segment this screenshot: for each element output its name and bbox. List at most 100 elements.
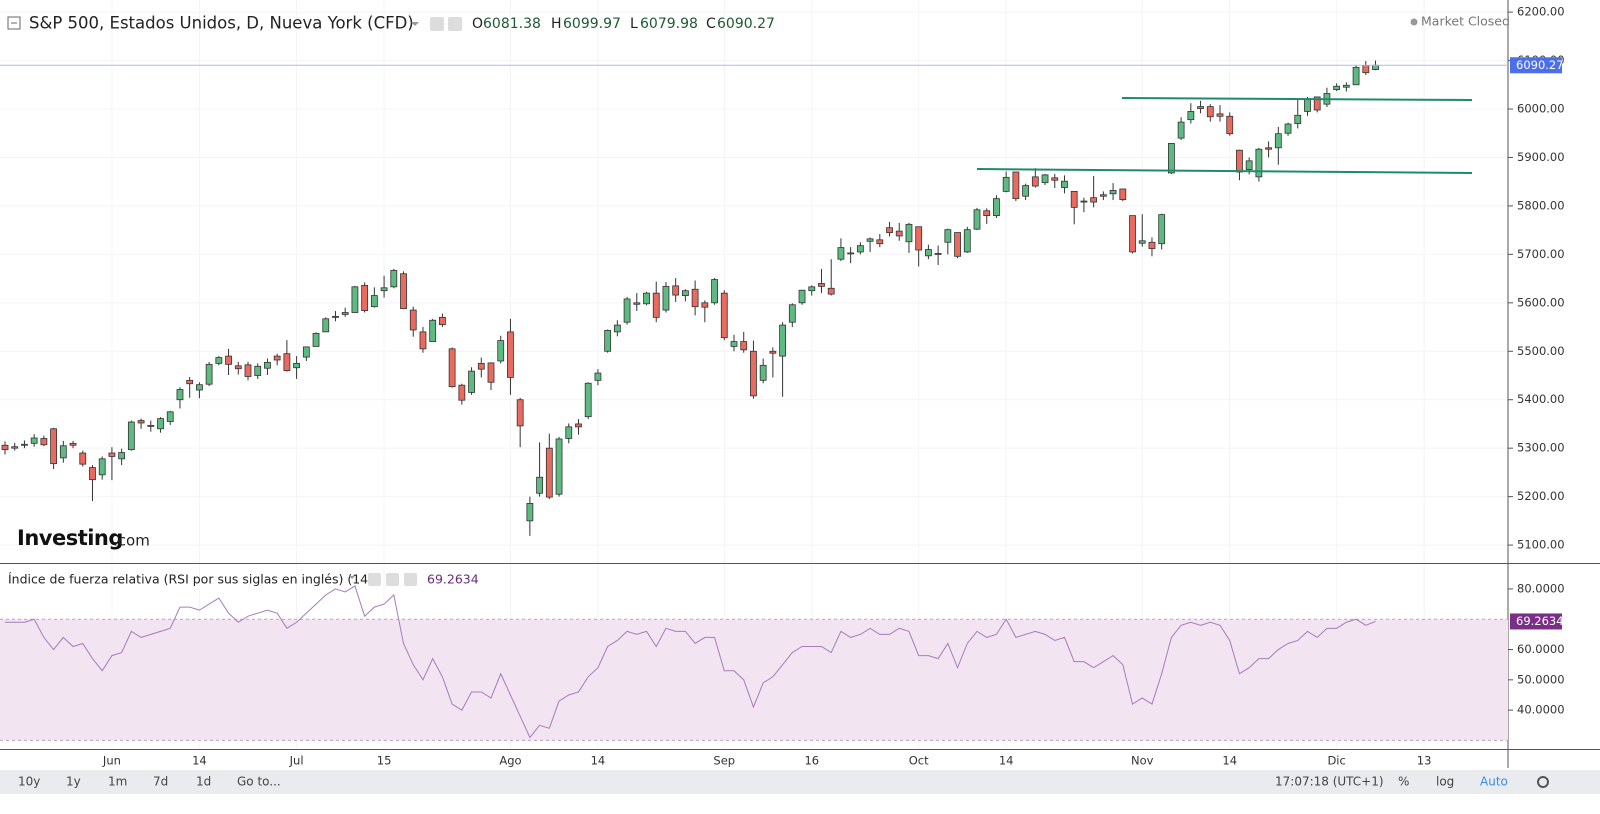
candle-body — [662, 285, 670, 311]
candle-body — [643, 292, 650, 305]
x-tick-label: Jul — [289, 754, 304, 768]
eye-icon[interactable] — [430, 17, 444, 31]
ohlc-value: 6099.97 — [563, 16, 621, 32]
ohlc-value: 6081.38 — [483, 16, 541, 32]
y-tick-label: 5600.00 — [1517, 295, 1565, 309]
y-tick-label: 5700.00 — [1517, 247, 1565, 261]
ohlc-label: O — [472, 16, 483, 32]
candle-body — [458, 384, 466, 401]
x-tick-label: Sep — [713, 754, 735, 768]
last-price-box — [1510, 57, 1562, 74]
candle-body — [818, 283, 825, 287]
range-button[interactable]: 10y — [18, 775, 40, 789]
candle-body — [536, 476, 543, 494]
settings-icon[interactable] — [386, 573, 399, 586]
dropdown-arrow[interactable] — [349, 576, 355, 579]
candle-body — [769, 350, 777, 354]
candle-body — [1031, 176, 1039, 187]
candle-body — [1080, 200, 1088, 203]
candle-body — [1197, 106, 1204, 109]
candle-body — [876, 239, 884, 245]
settings-button[interactable] — [1537, 776, 1549, 788]
range-button[interactable]: 1d — [196, 775, 211, 789]
toolbar-buttons: 10y 1y 1m 7d 1d Go to... 17:07:18 (UTC+1… — [18, 775, 1549, 789]
candle-body — [808, 286, 816, 292]
candle-body — [98, 458, 106, 476]
candle-body — [827, 287, 835, 295]
candle-body — [166, 411, 174, 422]
y-tick-label: 5900.00 — [1517, 150, 1565, 164]
candle-body — [507, 331, 514, 378]
x-tick-label: 16 — [804, 754, 819, 768]
candle-body — [973, 209, 981, 230]
dropdown-arrow[interactable] — [411, 22, 419, 26]
candle-body — [555, 438, 563, 495]
x-tick-label: 14 — [192, 754, 207, 768]
ohlc-label: H — [551, 16, 562, 32]
candle-body — [69, 442, 77, 446]
candle-body — [225, 355, 232, 365]
x-tick-label: 14 — [591, 754, 606, 768]
range-button[interactable]: 7d — [153, 775, 168, 789]
candle-body — [234, 365, 242, 370]
candle-body — [390, 269, 398, 288]
auto-button[interactable]: Auto — [1480, 775, 1508, 789]
candle-body — [322, 318, 330, 333]
x-tick-label: Jun — [102, 754, 121, 768]
y-tick-label: 5400.00 — [1517, 392, 1565, 406]
candle-body — [516, 399, 524, 427]
close-icon[interactable] — [404, 573, 417, 586]
candle-body — [905, 223, 913, 243]
candle-body — [1362, 65, 1370, 74]
candle-body — [1342, 84, 1350, 88]
x-tick-label: 14 — [1222, 754, 1237, 768]
candle-body — [1274, 133, 1282, 149]
candle-body — [691, 288, 699, 308]
ohlc-label: C — [706, 16, 716, 32]
candle-body — [740, 341, 748, 351]
candle-body — [302, 346, 310, 358]
percent-button[interactable]: % — [1398, 775, 1409, 789]
range-button[interactable]: 1y — [66, 775, 81, 789]
candle-body — [1002, 176, 1010, 192]
range-button[interactable]: 1m — [108, 775, 127, 789]
candle-body — [108, 452, 116, 457]
x-tick-label: 14 — [999, 754, 1014, 768]
trend-line[interactable] — [976, 168, 1473, 174]
candle-body — [652, 292, 660, 318]
candle-body — [409, 309, 417, 331]
rsi-pane — [0, 585, 1508, 741]
ohlc-value: 6090.27 — [717, 16, 775, 32]
candle-body — [633, 302, 641, 305]
candle-body — [915, 226, 923, 251]
candle-body — [1022, 185, 1029, 197]
goto-button[interactable]: Go to... — [237, 775, 281, 789]
candle-body — [895, 230, 903, 237]
candle-body — [1177, 121, 1185, 139]
y-tick-label: 5300.00 — [1517, 441, 1565, 455]
candle-body — [497, 340, 505, 362]
candle-body — [623, 298, 631, 323]
rsi-last-box — [1510, 613, 1562, 630]
candle-body — [1041, 174, 1049, 184]
ohlc-label: L — [630, 16, 638, 32]
candle-body — [429, 319, 437, 342]
trend-line[interactable] — [1121, 97, 1473, 101]
settings-icon[interactable] — [448, 17, 462, 31]
rsi-tick-label: 80.0000 — [1517, 581, 1565, 595]
candle-body — [720, 292, 728, 339]
candle-body — [925, 249, 932, 257]
log-button[interactable]: log — [1436, 775, 1454, 789]
collapse-icon[interactable] — [7, 16, 21, 30]
market-status: Market Closed — [1421, 14, 1510, 29]
y-tick-label: 5100.00 — [1517, 538, 1565, 552]
candle-body — [682, 290, 689, 296]
candle-body — [176, 389, 184, 401]
candle-body — [487, 362, 495, 383]
eye-icon[interactable] — [368, 573, 381, 586]
candle-body — [1236, 149, 1243, 173]
candle-body — [750, 350, 757, 397]
candle-body — [545, 447, 553, 498]
candle-body — [1265, 147, 1272, 150]
x-tick-label: 13 — [1417, 754, 1432, 768]
